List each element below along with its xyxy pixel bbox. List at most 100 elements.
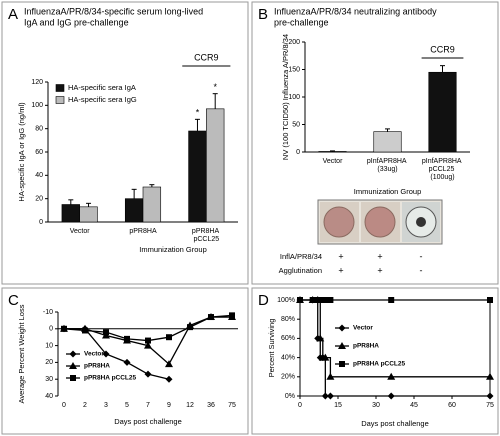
y-tick-label: 0% — [285, 393, 295, 400]
x-tick-label: 0 — [298, 402, 302, 409]
legend-marker — [69, 362, 77, 369]
legend-marker — [69, 350, 77, 358]
assay-mark: + — [338, 251, 343, 261]
marker — [316, 334, 325, 342]
y-tick-label: 150 — [288, 66, 300, 73]
y-tick-label: 200 — [288, 39, 300, 46]
x-tick-label: pPR8HA pCCL25 — [192, 228, 221, 243]
y-axis-label: NV (100 TCID50) Influenza A/PR/8/34 — [281, 34, 290, 160]
y-tick-label: 40 — [35, 172, 43, 179]
agglutination-image — [317, 199, 443, 245]
x-tick-label: 3 — [104, 402, 108, 409]
marker — [321, 353, 330, 361]
panel-letter: B — [258, 6, 268, 23]
y-tick-label: 0 — [49, 326, 53, 333]
panel-frame — [1, 1, 249, 285]
x-tick-label: 2 — [83, 402, 87, 409]
marker — [124, 335, 130, 342]
chart-title: InfluenzaA/PR/8/34 neutralizing antibody — [274, 6, 437, 16]
legend-label: Vector — [84, 351, 104, 358]
x-tick-label: pInfAPR8HA pCCL25 (100ug) — [422, 158, 463, 181]
bar — [61, 204, 80, 223]
y-tick-label: -10 — [43, 309, 53, 316]
x-tick-label: 75 — [228, 402, 236, 409]
y-axis-label: Percent Surviving — [267, 319, 276, 378]
y-tick-label: 30 — [45, 376, 53, 383]
panel-letter: A — [8, 6, 18, 23]
legend-label: HA-specific sera IgG — [68, 95, 137, 104]
legend-label: Vector — [353, 325, 373, 332]
panel-letter: D — [258, 292, 269, 309]
x-tick-label: pPR8HA — [129, 228, 157, 235]
marker — [326, 392, 334, 400]
bar — [188, 130, 207, 223]
bar — [79, 206, 98, 223]
y-tick-label: 40 — [45, 393, 53, 400]
marker — [486, 392, 494, 400]
bar — [373, 131, 402, 153]
legend-marker — [338, 324, 346, 332]
assay-mark: + — [338, 265, 343, 275]
y-axis-label: Average Percent Weight Loss — [17, 304, 26, 403]
y-tick-label: 80 — [35, 126, 43, 133]
marker — [208, 314, 214, 321]
chart-title: InfluenzaA/PR/8/34-specific serum long-l… — [24, 6, 203, 16]
assay-mark: - — [420, 265, 423, 275]
y-tick-label: 10 — [45, 342, 53, 349]
x-tick-label: pInfAPR8HA (33ug) — [367, 158, 408, 173]
marker — [166, 334, 172, 341]
panel-frame — [1, 287, 249, 435]
marker — [82, 327, 88, 334]
marker — [61, 325, 67, 332]
marker — [309, 297, 316, 303]
significance-star: * — [213, 82, 217, 92]
annotation: CCR9 — [194, 52, 219, 62]
well-cells — [364, 206, 396, 238]
marker — [145, 337, 151, 344]
y-tick-label: 0 — [296, 149, 300, 156]
x-tick-label: Vector — [70, 228, 91, 235]
x-tick-label: 7 — [146, 402, 150, 409]
marker — [187, 324, 193, 331]
x-tick-label: 9 — [167, 402, 171, 409]
marker — [326, 372, 335, 380]
series-line — [63, 314, 233, 342]
y-axis-label: HA-specific IgA or IgG (ng/ml) — [17, 102, 26, 202]
marker — [486, 372, 494, 380]
panel-frame — [251, 1, 499, 285]
bar — [206, 108, 225, 223]
x-tick-label: 60 — [448, 402, 456, 409]
plot-frame — [299, 299, 491, 397]
x-axis-label: Immunization Group — [354, 187, 422, 196]
y-tick-label: 50 — [292, 121, 300, 128]
y-tick-label: 20 — [45, 359, 53, 366]
panel-letter: C — [8, 292, 19, 309]
bar — [428, 71, 457, 153]
legend-marker — [339, 361, 345, 367]
x-axis-label: Immunization Group — [139, 245, 207, 254]
marker — [297, 297, 303, 303]
legend-marker — [338, 342, 346, 349]
y-tick-label: 100 — [31, 102, 43, 109]
y-tick-label: 60% — [281, 335, 295, 342]
x-tick-label: 12 — [186, 402, 194, 409]
assay-row-label: Agglutination — [279, 266, 322, 275]
y-tick-label: 0 — [39, 219, 43, 226]
marker — [229, 312, 235, 319]
marker — [321, 392, 329, 400]
marker — [144, 370, 152, 378]
marker — [387, 372, 396, 380]
assay-mark: + — [377, 251, 382, 261]
marker — [387, 392, 395, 400]
legend-label: pPR8HA pCCL25 — [84, 375, 137, 382]
x-tick-label: 5 — [125, 402, 129, 409]
y-tick-label: 40% — [281, 354, 295, 361]
well-cells — [323, 206, 355, 238]
y-tick-label: 20 — [35, 196, 43, 203]
marker — [322, 297, 329, 303]
marker — [487, 297, 493, 303]
annotation: CCR9 — [430, 44, 455, 54]
y-tick-label: 120 — [31, 79, 43, 86]
legend-label: pPR8HA — [353, 343, 379, 350]
